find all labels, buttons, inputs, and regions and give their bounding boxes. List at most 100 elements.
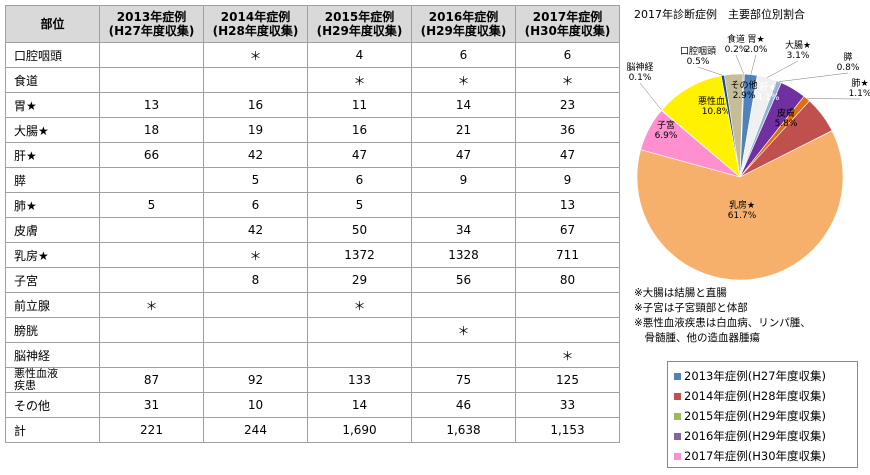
header-2013: 2013年症例 (H27年度収集) [99, 5, 204, 43]
value-cell [307, 317, 412, 343]
value-cell: 125 [515, 367, 620, 393]
legend-item: 2017年症例(H30年度収集) [674, 446, 851, 466]
legend-swatch [674, 412, 681, 420]
legend-label: 2016年症例(H29年度収集) [684, 429, 827, 443]
value-cell: 13 [99, 92, 204, 118]
value-cell: ＊ [515, 342, 620, 368]
value-cell: ＊ [99, 292, 204, 318]
value-cell: ＊ [203, 42, 308, 68]
value-cell [99, 42, 204, 68]
value-cell: 31 [99, 392, 204, 418]
value-cell: 87 [99, 367, 204, 393]
legend-swatch [674, 452, 681, 460]
value-cell [515, 317, 620, 343]
header-2015: 2015年症例 (H29年度収集) [307, 5, 412, 43]
value-cell: 46 [411, 392, 516, 418]
header-2017: 2017年症例 (H30年度収集) [515, 5, 620, 43]
pie-label: 子宮 6.9% [655, 119, 678, 141]
table-row: 肝★ 66 42 47 47 47 [5, 142, 620, 168]
value-cell: 5 [99, 192, 204, 218]
site-cell: 肺★ [5, 192, 100, 218]
pie-leader-line [778, 72, 849, 82]
value-cell: 14 [307, 392, 412, 418]
value-cell [411, 342, 516, 368]
value-cell [203, 292, 308, 318]
site-cell: 皮膚 [5, 217, 100, 243]
pie-label: 肺★ 1.1% [849, 78, 870, 99]
pie-label: 皮膚 5.8% [775, 107, 798, 129]
site-cell: 悪性血液 疾患 [5, 367, 100, 393]
value-cell: 47 [411, 142, 516, 168]
value-cell: 42 [203, 217, 308, 243]
value-cell: 16 [307, 117, 412, 143]
value-cell: 9 [515, 167, 620, 193]
pie-chart: 食道 0.2%胃★ 2.0% 大腸★ 3.1% 膵 0.8% 肝★ 4.1% 肺★ 1.1% 皮膚 5.… [626, 33, 870, 281]
value-cell: 711 [515, 242, 620, 268]
table-header-row: 部位 2013年症例 (H27年度収集) 2014年症例 (H28年度収集) 2… [5, 5, 620, 43]
value-cell: 50 [307, 217, 412, 243]
value-cell: 18 [99, 117, 204, 143]
value-cell: 1,638 [411, 417, 516, 443]
pie-label: 脳神経 0.1% [626, 61, 653, 83]
value-cell: 8 [203, 267, 308, 293]
legend-label: 2015年症例(H29年度収集) [684, 409, 827, 423]
value-cell [99, 342, 204, 368]
legend-item: 2014年症例(H28年度収集) [674, 386, 851, 406]
value-cell: 19 [203, 117, 308, 143]
value-cell: 47 [515, 142, 620, 168]
notes: ※大腸は結腸と直腸 ※子宮は子宮頸部と体部 ※悪性血液疾患は白血病、リンパ腫、 … [634, 286, 811, 346]
value-cell [515, 292, 620, 318]
note-blood-1: ※悪性血液疾患は白血病、リンパ腫、 [634, 317, 811, 329]
header-2014: 2014年症例 (H28年度収集) [203, 5, 308, 43]
site-cell: 胃★ [5, 92, 100, 118]
legend-item: 2015年症例(H29年度収集) [674, 406, 851, 426]
site-cell: 大腸★ [5, 117, 100, 143]
value-cell [99, 242, 204, 268]
value-cell: 66 [99, 142, 204, 168]
value-cell: 36 [515, 117, 620, 143]
table-row: 脳神経 ＊ [5, 342, 620, 368]
value-cell: 9 [411, 167, 516, 193]
table-row: 胃★ 13 16 11 14 23 [5, 92, 620, 118]
value-cell: 67 [515, 217, 620, 243]
value-cell: 6 [307, 167, 412, 193]
site-cell: 膀胱 [5, 317, 100, 343]
site-cell: 脳神経 [5, 342, 100, 368]
value-cell: 16 [203, 92, 308, 118]
value-cell: 1372 [307, 242, 412, 268]
table-row: 大腸★ 18 19 16 21 36 [5, 117, 620, 143]
value-cell [99, 167, 204, 193]
value-cell [99, 217, 204, 243]
pie-slice [636, 130, 844, 281]
pie-slice [724, 73, 744, 178]
pie-leader-line [639, 82, 662, 111]
value-cell: ＊ [411, 67, 516, 93]
legend-label: 2017年症例(H30年度収集) [684, 449, 827, 463]
value-cell: ＊ [515, 67, 620, 93]
pie-leader-line [735, 54, 744, 75]
value-cell: 6 [203, 192, 308, 218]
site-cell: その他 [5, 392, 100, 418]
pie-label: その他 2.9% [730, 79, 757, 101]
value-cell: 21 [411, 117, 516, 143]
legend-item: 2016年症例(H29年度収集) [674, 426, 851, 446]
site-cell: 膵 [5, 167, 100, 193]
value-cell: 244 [203, 417, 308, 443]
table-body: 口腔咽頭＊ 4 6 6 食道＊＊＊胃★ 13 16 11 14 23 大腸★ 18 19 16 21 36 肝★… [5, 42, 620, 443]
value-cell [203, 67, 308, 93]
table-row: 食道＊＊＊ [5, 67, 620, 93]
value-cell: 34 [411, 217, 516, 243]
site-cell: 食道 [5, 67, 100, 93]
table-row: 計 221 244 1,690 1,638 1,153 [5, 417, 620, 443]
pie-leader-line [697, 66, 723, 76]
pie-label: 乳房★ 61.7% [728, 199, 757, 221]
value-cell: 33 [515, 392, 620, 418]
note-colon: ※大腸は結腸と直腸 [634, 287, 727, 299]
pie-label: 胃★ 2.0% [745, 34, 768, 55]
value-cell [411, 192, 516, 218]
site-cell: 口腔咽頭 [5, 42, 100, 68]
value-cell: 29 [307, 267, 412, 293]
site-cell: 肝★ [5, 142, 100, 168]
site-cell: 子宮 [5, 267, 100, 293]
pie-title: 2017年診断症例 主要部位別割合 [634, 8, 805, 21]
